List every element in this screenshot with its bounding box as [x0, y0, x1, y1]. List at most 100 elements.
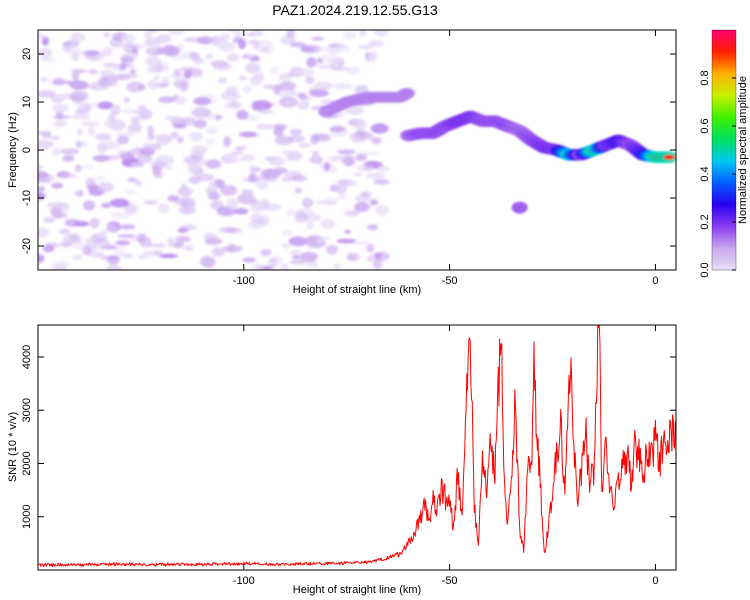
noise-blob — [248, 164, 256, 172]
noise-blob — [124, 203, 138, 215]
noise-blob — [87, 251, 105, 258]
noise-blob — [306, 220, 314, 230]
noise-blob — [343, 30, 357, 40]
noise-blob — [51, 147, 61, 157]
noise-blob — [287, 89, 298, 94]
noise-blob — [123, 96, 130, 104]
noise-blob — [336, 238, 357, 244]
snr-frame — [37, 324, 677, 571]
noise-blob — [107, 255, 120, 265]
noise-blob — [164, 164, 173, 170]
noise-blob — [66, 45, 80, 56]
noise-blob — [333, 263, 341, 270]
noise-blob — [117, 234, 137, 239]
noise-blob — [331, 185, 348, 193]
noise-blob — [161, 61, 170, 73]
colorbar-tick-label: 0.6 — [699, 118, 711, 133]
noise-blob — [46, 175, 55, 181]
noise-blob — [257, 109, 274, 115]
noise-blob — [38, 47, 53, 58]
noise-blob — [238, 75, 247, 81]
noise-blob — [156, 46, 164, 55]
noise-blob — [196, 36, 214, 45]
noise-blob — [87, 69, 98, 75]
noise-blob — [170, 131, 179, 140]
noise-blob — [325, 244, 339, 255]
noise-blob — [98, 241, 112, 248]
noise-blob — [72, 254, 83, 261]
noise-blob — [289, 128, 303, 135]
noise-blob — [226, 198, 239, 210]
noise-blob — [291, 254, 301, 260]
noise-blob — [333, 83, 353, 90]
noise-blob — [198, 173, 215, 182]
y-tick-label: 20 — [21, 48, 33, 60]
noise-blob — [118, 224, 136, 230]
noise-blob — [38, 33, 47, 40]
noise-blob — [95, 176, 107, 181]
noise-blob — [203, 232, 217, 241]
noise-blob — [97, 101, 114, 110]
noise-blob — [304, 196, 311, 208]
noise-blob — [190, 51, 200, 62]
noise-blob — [121, 108, 136, 115]
noise-blob — [183, 70, 192, 79]
y-tick-label: -20 — [21, 238, 33, 254]
noise-blob — [52, 78, 66, 86]
noise-blob — [109, 198, 130, 208]
noise-blob — [55, 260, 69, 270]
noise-blob — [150, 30, 159, 33]
noise-blob — [151, 143, 162, 151]
noise-blob — [366, 243, 375, 253]
noise-blob — [130, 162, 144, 167]
noise-blob — [281, 176, 292, 182]
noise-blob — [193, 96, 212, 106]
x-tick-label: -100 — [233, 575, 255, 587]
noise-blob — [105, 224, 118, 233]
noise-blob — [281, 243, 291, 249]
noise-blob — [311, 36, 325, 41]
noise-blob — [82, 245, 92, 256]
noise-blob — [58, 228, 71, 235]
noise-blob — [83, 200, 96, 211]
y-tick-label: 1000 — [21, 504, 33, 528]
noise-blob — [268, 257, 278, 268]
noise-blob — [278, 96, 298, 108]
noise-blob — [52, 114, 72, 120]
noise-blob — [167, 30, 185, 36]
noise-blob — [38, 227, 50, 238]
colorbar-label: Normalized spectral amplitude — [737, 76, 749, 224]
noise-blob — [361, 151, 380, 156]
noise-blob — [173, 68, 181, 78]
noise-blob — [158, 96, 176, 103]
noise-blob — [177, 227, 189, 234]
noise-blob — [102, 46, 113, 58]
snr-background — [38, 325, 676, 570]
noise-blob — [255, 123, 276, 130]
noise-blob — [69, 90, 89, 102]
snr-x-label: Height of straight line (km) — [293, 584, 421, 596]
noise-blob — [331, 66, 350, 71]
noise-blob — [359, 30, 367, 37]
noise-blob — [175, 235, 191, 243]
noise-blob — [323, 162, 331, 171]
noise-blob — [123, 189, 138, 195]
noise-blob — [98, 76, 115, 85]
noise-blob — [136, 233, 147, 243]
noise-blob — [255, 180, 270, 190]
noise-blob — [278, 81, 297, 92]
noise-blob — [108, 120, 127, 131]
y-tick-label: 2000 — [21, 451, 33, 475]
colorbar-tick-label: 0.4 — [699, 166, 711, 181]
noise-blob — [254, 40, 274, 51]
noise-blob — [176, 136, 184, 144]
secondary-ridge-core — [402, 90, 413, 96]
noise-blob — [312, 150, 320, 156]
noise-blob — [162, 45, 180, 57]
noise-blob — [241, 189, 254, 197]
noise-blob — [38, 192, 46, 201]
noise-blob — [232, 36, 243, 44]
ridge-blobs — [318, 87, 676, 214]
noise-blob — [167, 195, 180, 202]
noise-blob — [290, 175, 308, 182]
